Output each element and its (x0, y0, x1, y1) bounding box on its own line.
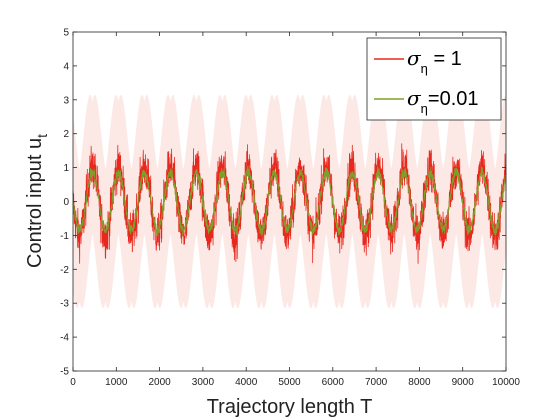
x-tick-label-3: 3000 (192, 377, 215, 388)
y-tick-label-6: 1 (63, 163, 69, 174)
legend-symbol-series-2: σ (407, 86, 422, 110)
series-layer (72, 143, 507, 264)
x-axis-label: Trajectory length T (207, 396, 373, 418)
legend-value-series-1: = 1 (428, 48, 462, 70)
y-tick-label-5: 0 (63, 197, 69, 208)
y-axis-label: Control input ut (24, 134, 50, 268)
uncertainty-band-layer (73, 94, 506, 309)
legend-subscript-series-1: η (421, 61, 428, 76)
y-tick-label-0: -5 (60, 367, 69, 378)
x-tick-label-4: 4000 (235, 377, 258, 388)
x-tick-label-6: 6000 (322, 377, 345, 388)
x-tick-label-0: 0 (70, 377, 76, 388)
x-tick-label-5: 5000 (278, 377, 301, 388)
y-tick-label-9: 4 (63, 61, 69, 72)
legend-subscript-series-2: η (421, 101, 428, 116)
legend: ση = 1 ση=0.01 (366, 37, 502, 121)
y-tick-label-1: -4 (60, 333, 69, 344)
x-tick-label-1: 1000 (105, 377, 128, 388)
legend-value-series-2: =0.01 (428, 88, 479, 110)
legend-box (366, 37, 502, 121)
y-tick-label-3: -2 (60, 265, 69, 276)
legend-symbol-series-1: σ (407, 46, 422, 70)
y-tick-label-2: -3 (60, 299, 69, 310)
x-axis: 0 1000 2000 3000 4000 5000 6000 7000 8000 9000 100… (70, 32, 520, 388)
y-axis-label-subscript: t (34, 134, 50, 138)
x-tick-label-2: 2000 (148, 377, 171, 388)
y-axis-label-main: Control input u (24, 138, 46, 268)
legend-label-series-2: ση=0.01 (407, 86, 479, 116)
x-tick-label-7: 7000 (365, 377, 388, 388)
x-tick-label-9: 9000 (452, 377, 475, 388)
band-series-1 (73, 94, 506, 309)
series-line-2 (72, 165, 507, 237)
x-tick-label-10: 10000 (492, 377, 520, 388)
y-tick-label-7: 2 (63, 129, 69, 140)
y-tick-label-10: 5 (63, 28, 69, 39)
y-axis: -5 -4 -3 -2 -1 0 1 2 3 4 5 (60, 28, 506, 378)
y-tick-label-4: -1 (60, 231, 69, 242)
y-tick-label-8: 3 (63, 95, 69, 106)
legend-label-series-1: ση = 1 (407, 46, 462, 76)
x-tick-label-8: 8000 (408, 377, 431, 388)
